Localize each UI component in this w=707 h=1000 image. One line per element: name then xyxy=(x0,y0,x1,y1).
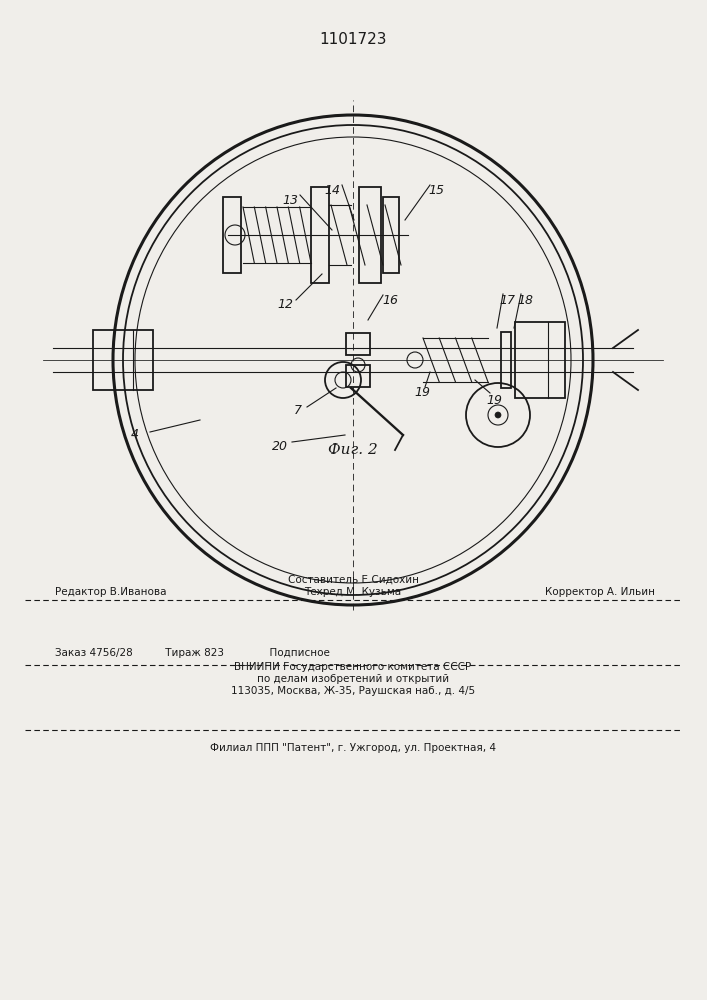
Text: по делам изобретений и открытий: по делам изобретений и открытий xyxy=(257,674,449,684)
Text: 13: 13 xyxy=(282,194,298,207)
Text: Составитель Е.Сидохин: Составитель Е.Сидохин xyxy=(288,575,419,585)
Bar xyxy=(311,187,329,283)
Text: 113035, Москва, Ж-35, Раушская наб., д. 4/5: 113035, Москва, Ж-35, Раушская наб., д. … xyxy=(231,686,475,696)
Bar xyxy=(346,333,370,355)
Circle shape xyxy=(495,412,501,418)
Bar xyxy=(383,197,399,273)
Text: 19: 19 xyxy=(486,393,502,406)
Text: 17: 17 xyxy=(499,294,515,306)
Text: 7: 7 xyxy=(294,403,302,416)
Text: Фиг. 2: Фиг. 2 xyxy=(328,443,378,457)
Bar xyxy=(223,197,241,273)
Text: 4: 4 xyxy=(131,428,139,442)
Text: 18: 18 xyxy=(517,294,533,306)
Text: 20: 20 xyxy=(272,440,288,454)
Bar xyxy=(346,365,370,387)
Text: 14: 14 xyxy=(324,184,340,196)
Text: 1101723: 1101723 xyxy=(320,32,387,47)
Bar xyxy=(93,330,153,390)
Bar xyxy=(501,332,511,388)
Text: 16: 16 xyxy=(382,294,398,306)
Text: Редактор В.Иванова: Редактор В.Иванова xyxy=(55,587,167,597)
Text: 19: 19 xyxy=(414,386,430,399)
Text: ВНИИПИ Государственного комитета СССР: ВНИИПИ Государственного комитета СССР xyxy=(235,662,472,672)
Text: Филиал ППП "Патент", г. Ужгород, ул. Проектная, 4: Филиал ППП "Патент", г. Ужгород, ул. Про… xyxy=(210,743,496,753)
Text: 15: 15 xyxy=(428,184,444,196)
Text: Техред М. Кузьма: Техред М. Кузьма xyxy=(305,587,402,597)
Bar xyxy=(515,322,565,398)
Text: 12: 12 xyxy=(277,298,293,310)
Text: Заказ 4756/28          Тираж 823              Подписное: Заказ 4756/28 Тираж 823 Подписное xyxy=(55,648,330,658)
Bar xyxy=(359,187,381,283)
Text: Корректор А. Ильин: Корректор А. Ильин xyxy=(545,587,655,597)
